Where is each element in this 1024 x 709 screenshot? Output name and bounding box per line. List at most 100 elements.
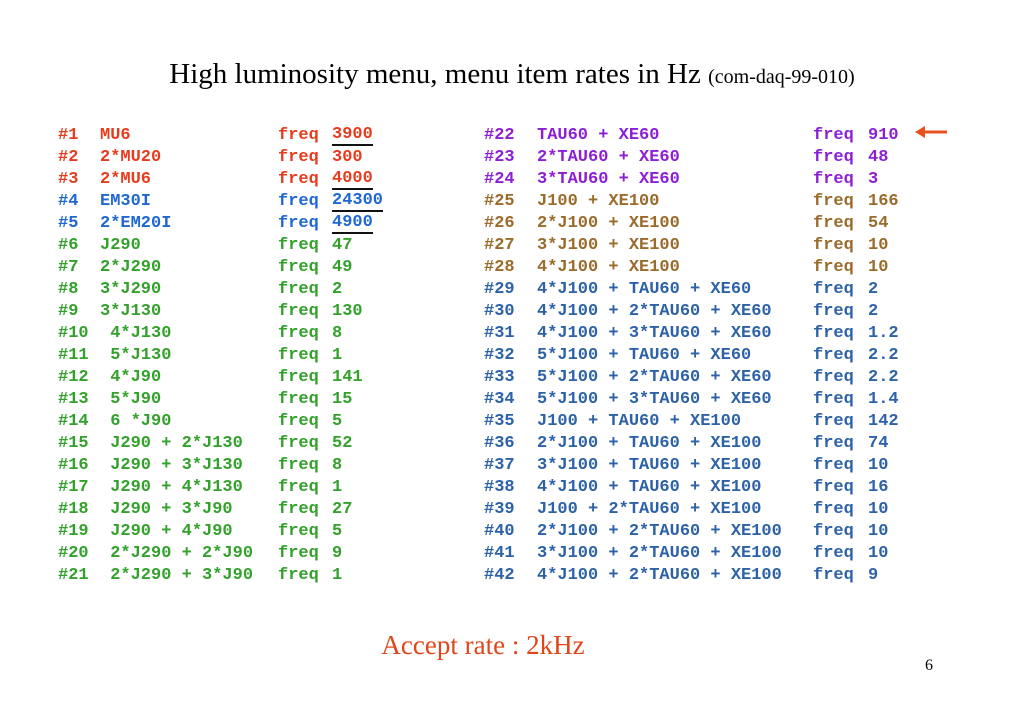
freq-label: freq: [278, 412, 319, 431]
menu-item-expression: 3*J130: [100, 302, 162, 321]
freq-label: freq: [278, 522, 319, 541]
freq-label: freq: [278, 346, 319, 365]
freq-value: 49: [332, 258, 353, 277]
freq-label: freq: [278, 566, 319, 585]
menu-item-number: #15: [58, 434, 89, 453]
menu-item-number: #12: [58, 368, 89, 387]
menu-item-number: #20: [58, 544, 89, 563]
menu-item-expression: 2*J100 + TAU60 + XE100: [537, 434, 762, 453]
title-reference: (com-daq-99-010): [708, 66, 855, 88]
freq-value: 10: [868, 258, 889, 277]
menu-item-number: #16: [58, 456, 89, 475]
menu-item-number: #18: [58, 500, 89, 519]
menu-item-expression: J100 + XE100: [537, 192, 660, 211]
freq-value: 10: [868, 456, 889, 475]
freq-label: freq: [813, 302, 854, 321]
freq-value: 4000: [332, 169, 373, 190]
menu-item-number: #27: [484, 236, 515, 255]
menu-item-number: #36: [484, 434, 515, 453]
menu-item-number: #29: [484, 280, 515, 299]
menu-item-number: #3: [58, 170, 79, 189]
menu-item-expression: J290: [100, 236, 141, 255]
menu-item-expression: J290 + 3*J130: [100, 456, 243, 475]
menu-item-expression: 2*EM20I: [100, 214, 172, 233]
menu-item-expression: J290 + 2*J130: [100, 434, 243, 453]
menu-item-expression: 4*J100 + 2*TAU60 + XE60: [537, 302, 772, 321]
menu-item-expression: 2*TAU60 + XE60: [537, 148, 680, 167]
freq-label: freq: [813, 368, 854, 387]
menu-item-expression: 5*J130: [100, 346, 172, 365]
freq-value: 2: [332, 280, 343, 299]
freq-value: 166: [868, 192, 899, 211]
left-arrow-icon: [915, 126, 947, 138]
menu-item-expression: 5*J90: [100, 390, 162, 409]
page-number: 6: [925, 657, 933, 674]
freq-label: freq: [813, 456, 854, 475]
freq-label: freq: [813, 324, 854, 343]
freq-label: freq: [278, 434, 319, 453]
freq-value: 2: [868, 280, 879, 299]
menu-item-number: #8: [58, 280, 79, 299]
menu-item-expression: 4*J90: [100, 368, 162, 387]
menu-item-expression: 2*J100 + 2*TAU60 + XE100: [537, 522, 782, 541]
freq-value: 9: [868, 566, 879, 585]
menu-item-number: #7: [58, 258, 79, 277]
title-main: High luminosity menu, menu item rates in…: [169, 58, 701, 90]
menu-item-number: #9: [58, 302, 79, 321]
freq-value: 2: [868, 302, 879, 321]
menu-item-number: #26: [484, 214, 515, 233]
freq-value: 130: [332, 302, 363, 321]
menu-item-number: #28: [484, 258, 515, 277]
menu-item-number: #21: [58, 566, 89, 585]
menu-item-expression: MU6: [100, 126, 131, 145]
freq-label: freq: [278, 390, 319, 409]
freq-label: freq: [813, 412, 854, 431]
freq-label: freq: [278, 170, 319, 189]
menu-item-expression: J100 + TAU60 + XE100: [537, 412, 742, 431]
menu-item-number: #39: [484, 500, 515, 519]
menu-item-expression: J100 + 2*TAU60 + XE100: [537, 500, 762, 519]
menu-item-expression: 3*J100 + TAU60 + XE100: [537, 456, 762, 475]
freq-label: freq: [813, 258, 854, 277]
menu-item-number: #5: [58, 214, 79, 233]
menu-item-expression: 4*J130: [100, 324, 172, 343]
freq-label: freq: [278, 214, 319, 233]
freq-value: 47: [332, 236, 353, 255]
freq-value: 54: [868, 214, 889, 233]
freq-label: freq: [278, 148, 319, 167]
menu-item-number: #22: [484, 126, 515, 145]
freq-value: 48: [868, 148, 889, 167]
menu-item-number: #41: [484, 544, 515, 563]
freq-value: 10: [868, 544, 889, 563]
freq-value: 10: [868, 500, 889, 519]
freq-value: 52: [332, 434, 353, 453]
menu-item-number: #35: [484, 412, 515, 431]
freq-label: freq: [278, 192, 319, 211]
freq-label: freq: [278, 126, 319, 145]
freq-label: freq: [813, 148, 854, 167]
menu-item-expression: J290 + 3*J90: [100, 500, 233, 519]
menu-item-number: #38: [484, 478, 515, 497]
freq-label: freq: [813, 346, 854, 365]
menu-item-expression: 3*J100 + 2*TAU60 + XE100: [537, 544, 782, 563]
freq-label: freq: [813, 544, 854, 563]
menu-item-number: #37: [484, 456, 515, 475]
menu-item-expression: 5*J100 + 3*TAU60 + XE60: [537, 390, 772, 409]
menu-item-expression: 4*J100 + 2*TAU60 + XE100: [537, 566, 782, 585]
freq-value: 910: [868, 126, 899, 145]
freq-label: freq: [278, 456, 319, 475]
freq-label: freq: [813, 566, 854, 585]
freq-value: 1: [332, 346, 343, 365]
menu-item-expression: J290 + 4*J90: [100, 522, 233, 541]
menu-item-expression: 2*MU20: [100, 148, 162, 167]
freq-label: freq: [278, 280, 319, 299]
menu-item-number: #11: [58, 346, 89, 365]
freq-value: 1.2: [868, 324, 899, 343]
freq-value: 10: [868, 522, 889, 541]
menu-item-number: #13: [58, 390, 89, 409]
freq-value: 16: [868, 478, 889, 497]
freq-label: freq: [813, 522, 854, 541]
menu-item-number: #24: [484, 170, 515, 189]
menu-item-expression: 2*J290 + 3*J90: [100, 566, 254, 585]
page-title: High luminosity menu, menu item rates in…: [0, 58, 1024, 91]
